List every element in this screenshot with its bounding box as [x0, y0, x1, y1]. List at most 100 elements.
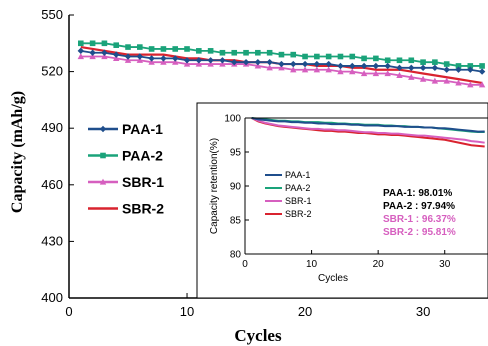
data-point-paa-2: [290, 51, 297, 58]
data-point-sbr-1: [219, 60, 226, 67]
data-point-paa-2: [78, 40, 84, 47]
data-point-paa-2: [349, 53, 356, 60]
data-point-paa-2: [479, 63, 485, 69]
x-tick-label: 20: [298, 304, 312, 319]
retention-annotation: SBR-1 : 96.37%: [383, 214, 456, 225]
data-point-paa-2: [148, 46, 155, 52]
data-point-sbr-1: [384, 70, 391, 77]
data-point-paa-1: [136, 53, 144, 60]
legend-marker: [100, 152, 106, 159]
data-point-paa-2: [432, 59, 438, 65]
series-paa-2: [78, 40, 485, 69]
data-point-paa-1: [219, 57, 226, 64]
inset-x-tick-label: 10: [306, 259, 318, 270]
y-tick-label: 400: [41, 290, 63, 305]
y-tick-label: 520: [41, 64, 63, 79]
data-point-sbr-1: [443, 77, 450, 84]
data-point-paa-1: [278, 60, 285, 68]
data-point-paa-1: [301, 60, 309, 68]
data-point-sbr-1: [478, 81, 486, 88]
data-point-paa-1: [349, 62, 356, 70]
legend-entry-paa-2: PAA-2: [88, 148, 163, 164]
data-point-paa-2: [314, 53, 320, 60]
data-point-paa-2: [266, 49, 273, 56]
data-point-paa-2: [420, 59, 426, 65]
inset-series-line-paa-1: [251, 117, 485, 133]
data-point-sbr-1: [278, 64, 285, 71]
data-point-sbr-1: [431, 77, 439, 84]
data-point-paa-1: [113, 51, 120, 58]
y-tick-label: 490: [41, 120, 63, 135]
legend-marker: [99, 178, 107, 185]
data-point-sbr-1: [183, 60, 191, 67]
data-point-paa-2: [243, 49, 249, 56]
data-point-paa-1: [313, 60, 321, 68]
data-point-paa-2: [219, 49, 226, 56]
data-point-sbr-1: [325, 66, 332, 73]
inset-legend-entry-paa-2: PAA-2: [265, 183, 310, 193]
data-point-paa-2: [207, 48, 214, 54]
y-tick-label: 550: [41, 7, 63, 22]
data-point-paa-2: [337, 53, 344, 60]
inset-y-tick-label: 80: [230, 250, 242, 261]
data-point-paa-1: [195, 57, 203, 64]
data-point-paa-2: [361, 55, 367, 62]
data-point-paa-1: [266, 58, 273, 66]
data-point-sbr-1: [77, 53, 85, 60]
data-point-paa-2: [231, 49, 238, 56]
data-point-sbr-1: [396, 71, 403, 78]
data-point-paa-1: [124, 53, 132, 60]
inset-y-axis-title: Capacity retention(%): [209, 138, 220, 234]
data-point-sbr-1: [372, 70, 380, 77]
data-point-paa-2: [255, 49, 261, 56]
y-axis-title: Capacity (mAh/g): [9, 91, 26, 213]
data-point-paa-1: [207, 57, 214, 64]
data-point-paa-2: [467, 63, 474, 69]
data-point-paa-1: [89, 49, 96, 56]
data-point-paa-1: [148, 55, 155, 62]
inset-legend-label: PAA-2: [285, 183, 310, 193]
data-point-sbr-1: [455, 79, 462, 86]
data-point-paa-1: [443, 66, 450, 73]
data-point-paa-1: [396, 64, 403, 72]
inset-legend-entry-sbr-2: SBR-2: [265, 209, 312, 219]
data-point-sbr-1: [337, 68, 344, 75]
legend-label: SBR-1: [122, 174, 164, 190]
data-point-sbr-1: [148, 58, 155, 65]
inset-series-layer: [251, 117, 485, 148]
inset-y-tick-label: 95: [230, 148, 242, 159]
data-point-paa-1: [172, 55, 179, 62]
main-series-layer: [77, 40, 486, 88]
data-point-paa-2: [278, 51, 285, 58]
data-point-sbr-1: [136, 56, 144, 63]
data-point-paa-1: [160, 55, 167, 62]
data-point-paa-1: [101, 49, 108, 56]
data-point-sbr-1: [266, 64, 273, 71]
legend-label: PAA-1: [122, 121, 163, 137]
main-legend: PAA-1 PAA-2 SBR-1 SBR-2: [88, 121, 164, 217]
inset-legend-label: PAA-1: [285, 170, 310, 180]
inset-x-tick-label: 0: [242, 259, 248, 270]
data-point-paa-2: [396, 57, 403, 64]
inset-y-tick-label: 90: [230, 182, 242, 193]
data-point-paa-1: [254, 58, 262, 66]
data-point-sbr-1: [301, 66, 309, 73]
data-point-paa-1: [77, 47, 85, 55]
data-point-sbr-1: [160, 58, 167, 65]
data-point-paa-1: [455, 66, 462, 73]
data-point-sbr-1: [290, 66, 297, 73]
inset-y-tick-label: 85: [230, 216, 242, 227]
x-tick-label: 30: [416, 304, 430, 319]
data-point-sbr-1: [254, 62, 262, 69]
main-tick-labels: 400 430 460 490 520 550 0 10 20 30: [41, 7, 430, 319]
data-point-sbr-1: [195, 60, 203, 67]
series-sbr-1: [77, 53, 486, 88]
data-point-paa-2: [408, 57, 415, 64]
data-point-paa-1: [431, 64, 439, 72]
x-tick-label: 10: [180, 304, 194, 319]
x-axis-title: Cycles: [234, 326, 282, 345]
data-point-paa-2: [101, 40, 108, 47]
data-point-paa-2: [373, 55, 379, 62]
data-point-paa-1: [325, 60, 332, 68]
inset-y-tick-label: 100: [224, 114, 241, 125]
